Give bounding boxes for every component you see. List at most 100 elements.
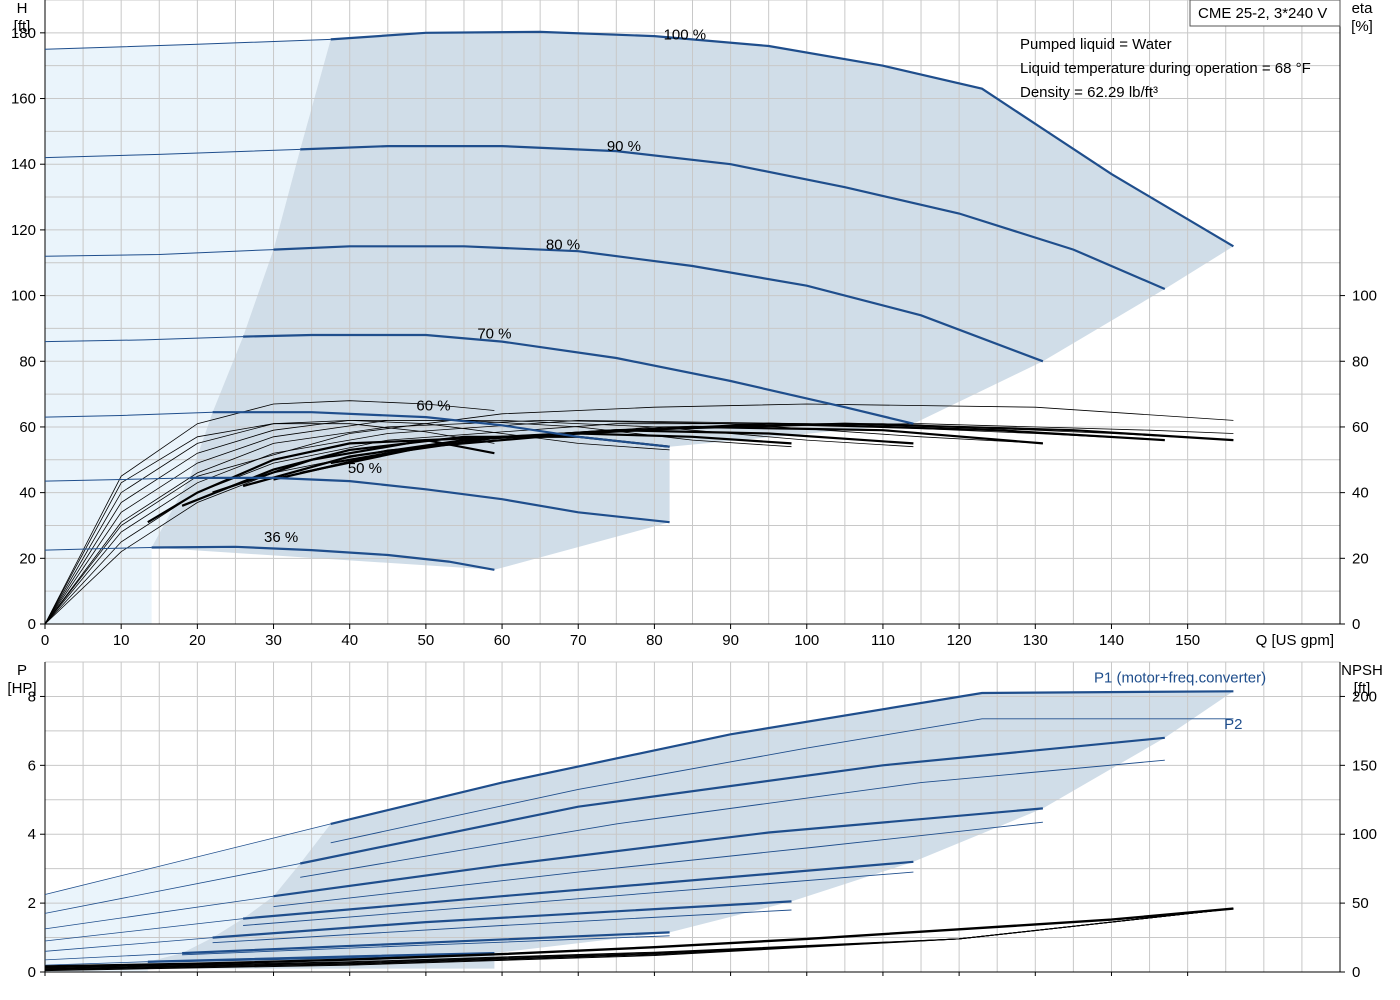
- power-area: [147, 691, 1234, 969]
- light-power-area: [45, 823, 331, 972]
- x-tick-label: 0: [41, 632, 49, 649]
- power-curve-light: [44, 895, 274, 930]
- x-tick-label: 90: [722, 632, 739, 649]
- light-operating-area: [45, 39, 331, 624]
- model-label-box: CME 25-2, 3*240 V: [1189, 0, 1341, 27]
- head-curve-light: [44, 38, 331, 50]
- x-axis-title: Q [US gpm]: [1256, 632, 1334, 649]
- y-tick-label: 180: [11, 25, 36, 42]
- head-curve: [273, 245, 1044, 363]
- x-tick-label: 130: [1023, 632, 1048, 649]
- x-tick-label: 60: [494, 632, 511, 649]
- y2-axis-unit: [ft]: [1354, 680, 1371, 697]
- p1-curve: [299, 736, 1165, 865]
- head-curve: [330, 30, 1234, 248]
- p2-curve: [273, 821, 1043, 908]
- power-curve-light: [44, 918, 244, 942]
- power-curve-light: [44, 937, 213, 952]
- head-curve: [189, 476, 670, 524]
- p2-curve: [330, 718, 1234, 844]
- y-tick-label: 0: [28, 616, 36, 633]
- x-tick-label: 50: [418, 632, 435, 649]
- efficiency-curve-thin: [44, 419, 1043, 625]
- head-curve-light: [44, 411, 213, 418]
- efficiency-curve-thin: [44, 419, 1165, 625]
- y2-tick-label: 20: [1352, 550, 1369, 567]
- efficiency-curve: [330, 422, 1234, 465]
- efficiency-curve-thin: [44, 403, 1234, 625]
- y2-tick-label: 200: [1352, 688, 1377, 705]
- y-tick-label: 120: [11, 222, 36, 239]
- y2-tick-label: 100: [1352, 288, 1377, 305]
- p2-series-label: P2: [1224, 716, 1242, 733]
- efficiency-curve-thin: [44, 420, 914, 625]
- y2-tick-label: 40: [1352, 485, 1369, 502]
- y2-tick-label: 50: [1352, 895, 1369, 912]
- x-tick-label: 40: [341, 632, 358, 649]
- model-label-frame: [1189, 0, 1341, 27]
- x-tick-label: 30: [265, 632, 282, 649]
- y2-axis-title: eta: [1352, 0, 1374, 17]
- p1-curve: [273, 807, 1043, 898]
- power-bands: [45, 691, 1234, 972]
- p1-curve: [243, 860, 914, 920]
- x-tick-label: 140: [1099, 632, 1124, 649]
- y-tick-label: 160: [11, 91, 36, 108]
- npsh-curve: [44, 907, 1234, 968]
- efficiency-curve-thin: [44, 400, 495, 625]
- x-tick-label: 150: [1175, 632, 1200, 649]
- efficiency-curve: [147, 438, 495, 524]
- head-curve-label: 36 %: [264, 529, 298, 546]
- p2-curve: [182, 935, 670, 956]
- y-axis-unit: [HP]: [7, 680, 36, 697]
- p1-curve: [330, 690, 1234, 825]
- head-curve: [212, 411, 670, 448]
- p1-curve: [147, 952, 495, 963]
- power-curve-light: [44, 961, 148, 966]
- y-tick-label: 100: [11, 288, 36, 305]
- y2-tick-label: 150: [1352, 757, 1377, 774]
- efficiency-curve-thin: [44, 423, 1234, 625]
- head-curve-label: 100 %: [664, 26, 707, 43]
- head-curve-label: 60 %: [416, 398, 450, 415]
- info-box: Pumped liquid = Water Liquid temperature…: [1020, 36, 1311, 101]
- y2-axis-title: NPSH: [1341, 662, 1383, 679]
- info-line-liquid: Pumped liquid = Water: [1020, 36, 1172, 53]
- head-curve-label: 90 %: [607, 138, 641, 155]
- y-tick-label: 4: [28, 826, 36, 843]
- head-curve-label: 70 %: [477, 325, 511, 342]
- x-tick-label: 80: [646, 632, 663, 649]
- head-curve-label: 50 %: [348, 460, 382, 477]
- head-curve-light: [44, 547, 152, 551]
- y2-tick-label: 80: [1352, 353, 1369, 370]
- y2-axis-unit: [%]: [1351, 18, 1373, 35]
- head-curve-light: [44, 477, 190, 482]
- x-tick-label: 70: [570, 632, 587, 649]
- power-curve-light: [44, 863, 301, 914]
- head-panel: 0 20 40 60 80 100 120 140 160 180 0 20 40 60 80 100 0 10 2…: [11, 0, 1377, 649]
- p1-curve: [212, 900, 792, 939]
- x-tick-label: 110: [871, 632, 895, 649]
- y-tick-label: 2: [28, 895, 36, 912]
- info-line-temperature: Liquid temperature during operation = 68…: [1020, 60, 1311, 77]
- power-curve-light: [44, 823, 331, 895]
- power-panel: 0 2 4 6 8 0 50 100 150 200 P[HP] NPSH[ft] P1 (motor+…: [7, 661, 1383, 981]
- y-axis-title: H: [17, 0, 28, 17]
- p2-curve: [243, 871, 914, 926]
- head-curve: [243, 333, 914, 425]
- y-tick-label: 20: [19, 550, 36, 567]
- head-curve-light: [44, 336, 244, 343]
- p2-curve: [300, 759, 1165, 878]
- x-tick-label: 100: [794, 632, 819, 649]
- y-tick-label: 8: [28, 688, 36, 705]
- y2-tick-label: 100: [1352, 826, 1377, 843]
- y-tick-label: 60: [19, 419, 36, 436]
- y-axis-title: P: [17, 662, 27, 679]
- power-curve-light: [44, 952, 183, 961]
- head-curve-light: [44, 148, 301, 159]
- p1-series-label: P1 (motor+freq.converter): [1094, 670, 1266, 687]
- y-tick-label: 6: [28, 757, 36, 774]
- efficiency-curve-thin: [44, 423, 1234, 625]
- head-curve: [300, 145, 1166, 291]
